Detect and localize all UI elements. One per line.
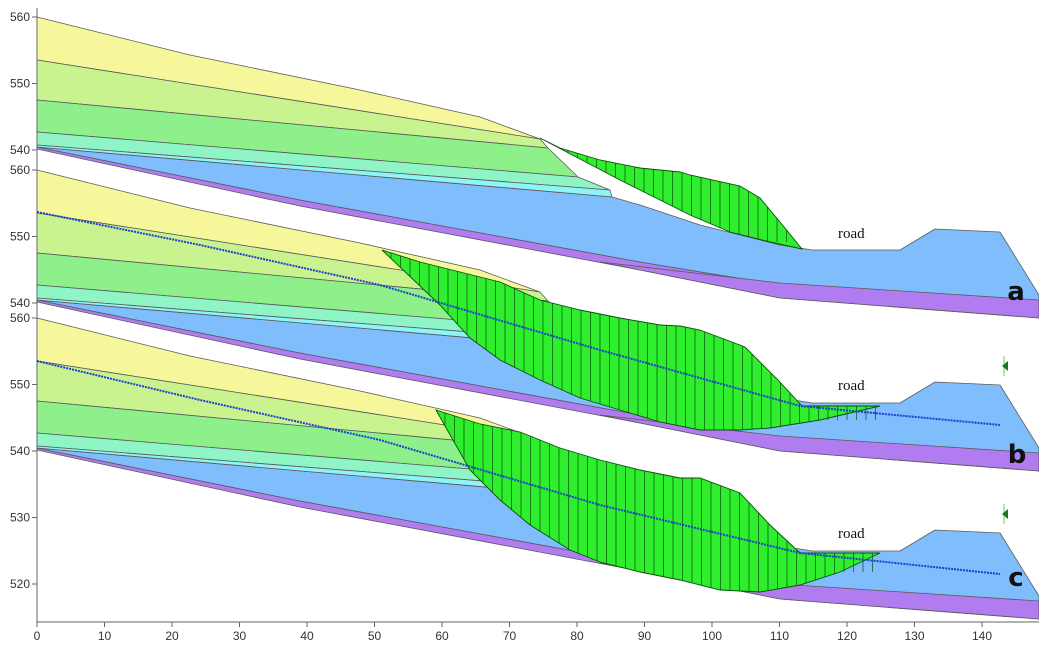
x-axis-ticks: 0 10 20 30 40 50 60 70 80 90 100 110 120 130 140: [34, 622, 992, 643]
x-tick-label: 40: [300, 629, 314, 643]
y-tick-label: 550: [10, 77, 30, 91]
y-tick-label: 560: [10, 10, 30, 24]
y-tick-label: 520: [10, 577, 30, 591]
slip-mass: [435, 409, 881, 593]
panel-letter: a: [1007, 277, 1025, 307]
road-label: road: [838, 378, 865, 394]
x-tick-label: 70: [503, 629, 517, 643]
marker-flag-icon: [1002, 509, 1008, 519]
x-tick-label: 140: [972, 629, 992, 643]
road-label: road: [838, 226, 865, 242]
slip-mass: [539, 137, 804, 250]
y-tick-label: 550: [10, 230, 30, 244]
marker-flag-icon: [1002, 361, 1008, 371]
y-tick-label: 540: [10, 444, 30, 458]
soil-band-5: [36, 144, 613, 198]
x-tick-label: 10: [98, 629, 112, 643]
x-tick-label: 20: [165, 629, 179, 643]
x-tick-label: 80: [570, 629, 584, 643]
x-tick-label: 120: [837, 629, 857, 643]
bedrock-strip: [599, 261, 1039, 319]
y-tick-label: 550: [10, 378, 30, 392]
x-tick-label: 0: [34, 629, 41, 643]
road-label: road: [838, 526, 865, 542]
panel-letter: c: [1008, 563, 1023, 593]
panel-letter: b: [1008, 440, 1027, 470]
water-table-line: [36, 211, 1001, 426]
y-tick-label: 560: [10, 311, 30, 325]
x-tick-label: 50: [368, 629, 382, 643]
y-tick-label: 560: [10, 163, 30, 177]
panel-a: road a 560 550 540: [10, 10, 1039, 319]
panel-c: road c 560 550 540 530 520: [10, 311, 1039, 620]
x-tick-label: 100: [702, 629, 722, 643]
panel-b: road b 560 550 540: [10, 163, 1039, 472]
y-tick-label: 540: [10, 296, 30, 310]
x-tick-label: 90: [638, 629, 652, 643]
x-tick-label: 60: [435, 629, 449, 643]
y-tick-label: 530: [10, 511, 30, 525]
x-tick-label: 110: [770, 629, 789, 643]
weathered-layer: [36, 146, 1039, 306]
slip-mass: [381, 249, 881, 431]
x-tick-label: 30: [233, 629, 247, 643]
x-tick-label: 130: [904, 629, 924, 643]
y-tick-label: 540: [10, 143, 30, 157]
water-table-line: [36, 360, 1001, 575]
